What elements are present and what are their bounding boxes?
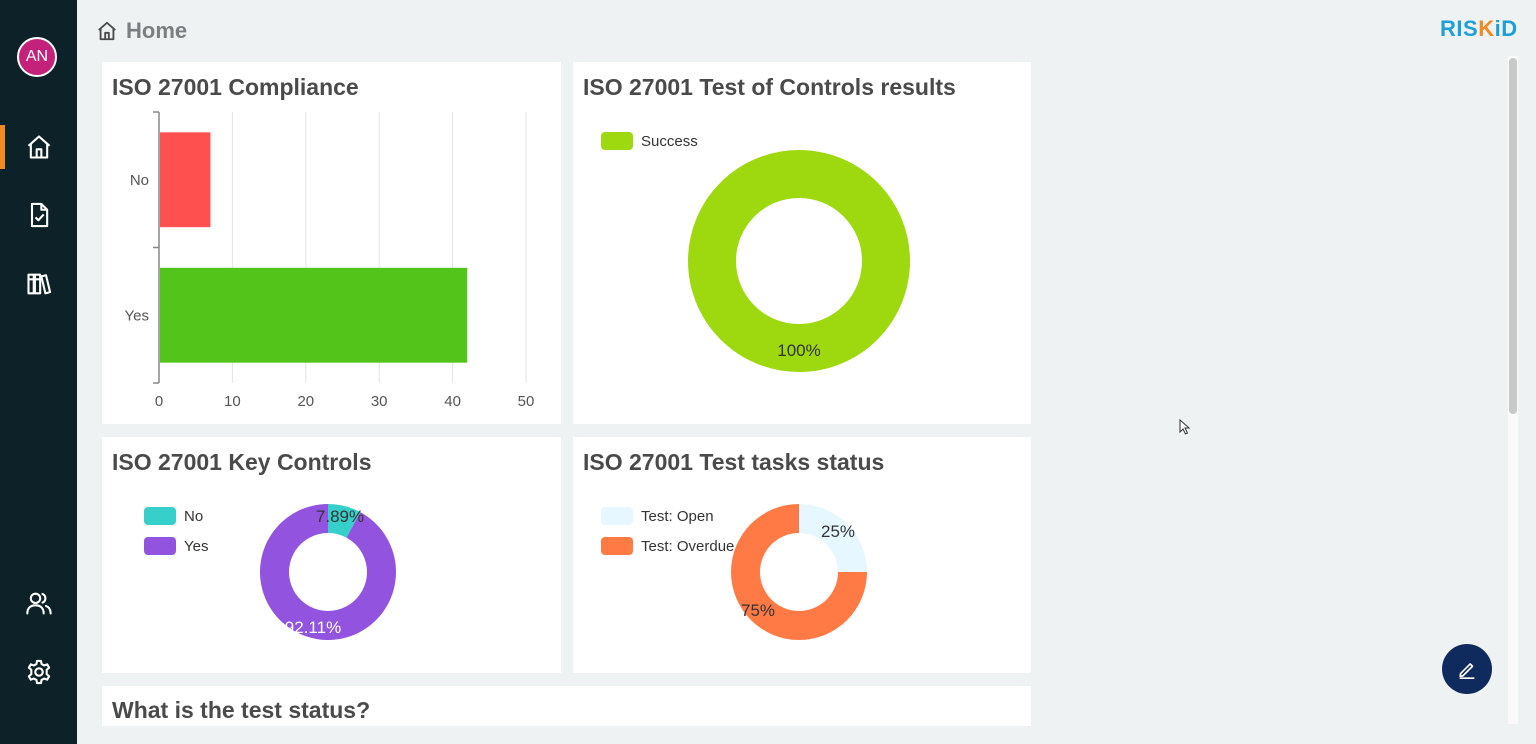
gear-icon (27, 659, 50, 685)
data-label: 7.89% (316, 507, 364, 526)
chart-legend: Success (601, 132, 698, 150)
data-label: 92.11% (285, 618, 341, 637)
home-icon (98, 21, 116, 41)
test-controls-card: ISO 27001 Test of Controls results Succe… (573, 62, 1031, 424)
sidebar-item-users[interactable] (0, 581, 77, 625)
legend-item[interactable]: Success (601, 132, 698, 150)
legend-item[interactable]: Test: Overdue (601, 537, 734, 555)
scrollbar-thumb[interactable] (1509, 58, 1517, 414)
x-tick-label: 40 (444, 393, 461, 410)
data-label: 75% (741, 601, 775, 620)
test-status-card: What is the test status? (102, 686, 1031, 726)
bar (160, 132, 211, 228)
sidebar-item-library[interactable] (0, 262, 77, 306)
users-icon (25, 592, 52, 615)
key-controls-donut-chart: 7.89% 92.11% (260, 504, 396, 640)
avatar[interactable]: AN (17, 37, 57, 77)
legend-item[interactable]: Test: Open (601, 507, 734, 525)
x-tick-label: 10 (224, 393, 241, 410)
card-title: ISO 27001 Test of Controls results (583, 74, 956, 100)
riskid-logo: RISKiD (1440, 16, 1518, 41)
donut-slice (260, 504, 396, 640)
home-icon (27, 135, 50, 159)
sidebar-item-home[interactable] (0, 125, 77, 169)
sidebar-item-tasks[interactable] (0, 193, 77, 237)
card-title: ISO 27001 Test tasks status (583, 449, 885, 475)
x-tick-label: 50 (518, 393, 535, 410)
data-label: 100% (777, 341, 820, 360)
donut-slice (799, 504, 867, 572)
page-title-text: Home (126, 18, 188, 43)
mouse-cursor-icon (1179, 419, 1191, 435)
bar (160, 267, 468, 363)
card-title: What is the test status? (112, 697, 371, 723)
test-controls-donut-chart: 100% (688, 150, 910, 372)
card-title: ISO 27001 Compliance (112, 74, 359, 100)
edit-button[interactable] (1442, 644, 1492, 694)
compliance-bar-chart: 0 10 20 30 40 50 No Yes (125, 111, 535, 410)
x-tick-label: 30 (371, 393, 388, 410)
donut-slice (328, 504, 361, 538)
legend-item[interactable]: Yes (144, 537, 208, 555)
key-controls-card: ISO 27001 Key Controls No Yes 7.89% 92.11… (102, 437, 561, 673)
legend-item[interactable]: No (144, 507, 208, 525)
compliance-card: ISO 27001 Compliance 0 10 20 30 40 50 No Yes (102, 62, 561, 424)
y-tick-label: Yes (125, 307, 149, 324)
card-title: ISO 27001 Key Controls (112, 449, 372, 475)
chart-legend: No Yes (144, 507, 208, 555)
library-icon (26, 273, 51, 295)
pencil-icon (1459, 663, 1475, 679)
x-tick-label: 20 (297, 393, 314, 410)
sidebar: AN (0, 0, 77, 744)
chart-legend: Test: Open Test: Overdue (601, 507, 734, 555)
x-tick-label: 0 (155, 393, 163, 410)
test-tasks-donut-chart: 25% 75% (731, 504, 867, 640)
donut-slice (688, 150, 910, 372)
sidebar-item-settings[interactable] (0, 650, 77, 694)
y-tick-label: No (130, 172, 149, 189)
donut-slice (731, 504, 867, 640)
task-check-icon (30, 202, 48, 228)
page-title: Home (96, 18, 187, 44)
data-label: 25% (821, 522, 855, 541)
test-tasks-card: ISO 27001 Test tasks status Test: Open T… (573, 437, 1031, 673)
